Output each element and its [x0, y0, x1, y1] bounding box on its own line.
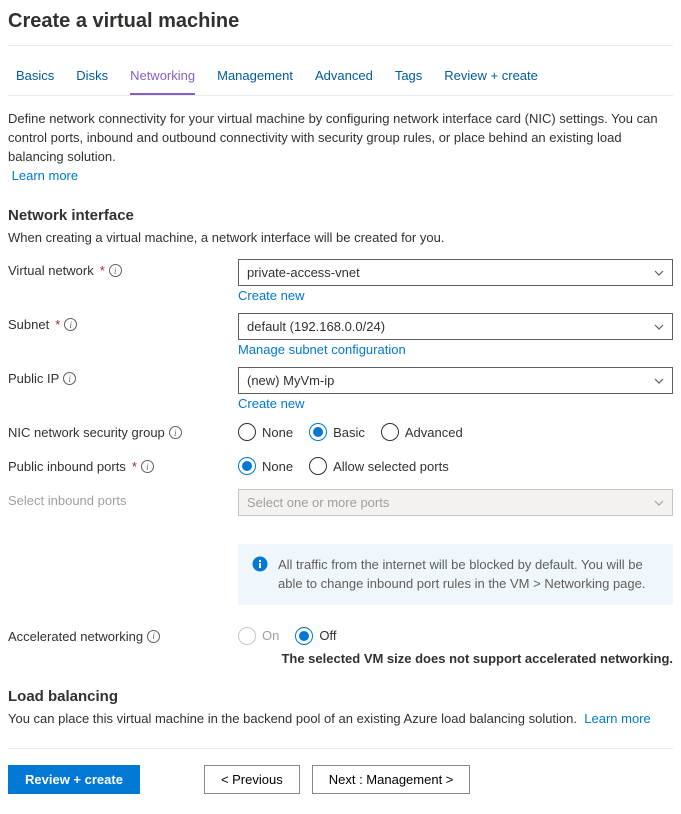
info-icon[interactable]: i: [109, 264, 122, 277]
virtual-network-select[interactable]: private-access-vnet: [238, 259, 673, 286]
accel-radio-off[interactable]: Off: [295, 627, 336, 645]
info-icon[interactable]: i: [147, 630, 160, 643]
required-star: *: [100, 263, 105, 278]
nsg-radio-none[interactable]: None: [238, 423, 293, 441]
public-ip-label: Public IP i: [8, 367, 238, 386]
required-star: *: [55, 317, 60, 332]
public-ip-select[interactable]: (new) MyVm-ip: [238, 367, 673, 394]
load-balancing-text: You can place this virtual machine in th…: [8, 711, 577, 726]
public-ip-value: (new) MyVm-ip: [247, 373, 334, 388]
select-ports-select: Select one or more ports: [238, 489, 673, 516]
previous-button[interactable]: < Previous: [204, 765, 300, 794]
radio-label: On: [262, 628, 279, 643]
nsg-radio-advanced[interactable]: Advanced: [381, 423, 463, 441]
tab-management[interactable]: Management: [217, 60, 293, 95]
required-star: *: [132, 459, 137, 474]
intro-body: Define network connectivity for your vir…: [8, 111, 658, 164]
info-icon[interactable]: i: [169, 426, 182, 439]
radio-label: Allow selected ports: [333, 459, 449, 474]
network-interface-heading: Network interface: [8, 207, 673, 224]
tab-disks[interactable]: Disks: [76, 60, 108, 95]
radio-label: Basic: [333, 425, 365, 440]
tab-networking[interactable]: Networking: [130, 60, 195, 95]
nsg-label-text: NIC network security group: [8, 425, 165, 440]
tab-review[interactable]: Review + create: [444, 60, 538, 95]
info-icon[interactable]: i: [64, 318, 77, 331]
radio-label: Advanced: [405, 425, 463, 440]
info-icon: [252, 556, 268, 572]
inbound-radio-none[interactable]: None: [238, 457, 293, 475]
manage-subnet-link[interactable]: Manage subnet configuration: [238, 342, 406, 357]
load-balancing-heading: Load balancing: [8, 688, 673, 705]
tab-strip: Basics Disks Networking Management Advan…: [8, 56, 673, 96]
virtual-network-create-new-link[interactable]: Create new: [238, 288, 304, 303]
accel-net-label: Accelerated networking i: [8, 625, 238, 644]
network-interface-sub: When creating a virtual machine, a netwo…: [8, 230, 673, 245]
info-icon[interactable]: i: [141, 460, 154, 473]
inbound-info-box: All traffic from the internet will be bl…: [238, 544, 673, 604]
subnet-select[interactable]: default (192.168.0.0/24): [238, 313, 673, 340]
tab-advanced[interactable]: Advanced: [315, 60, 373, 95]
select-ports-label-text: Select inbound ports: [8, 493, 127, 508]
footer-bar: Review + create < Previous Next : Manage…: [8, 748, 673, 794]
nsg-radio-group: None Basic Advanced: [238, 421, 673, 441]
public-ip-label-text: Public IP: [8, 371, 59, 386]
accel-net-label-text: Accelerated networking: [8, 629, 143, 644]
public-ip-create-new-link[interactable]: Create new: [238, 396, 304, 411]
load-balancing-learn-more-link[interactable]: Learn more: [584, 711, 650, 726]
review-create-button[interactable]: Review + create: [8, 765, 140, 794]
load-balancing-sub: You can place this virtual machine in th…: [8, 711, 673, 726]
intro-text: Define network connectivity for your vir…: [8, 96, 673, 191]
tab-basics[interactable]: Basics: [16, 60, 54, 95]
radio-label: None: [262, 459, 293, 474]
inbound-ports-label: Public inbound ports * i: [8, 455, 238, 474]
inbound-info-text: All traffic from the internet will be bl…: [278, 556, 659, 592]
subnet-value: default (192.168.0.0/24): [247, 319, 385, 334]
intro-learn-more-link[interactable]: Learn more: [12, 168, 78, 183]
accel-radio-on: On: [238, 627, 279, 645]
chevron-down-icon: [654, 376, 664, 386]
radio-label: Off: [319, 628, 336, 643]
subnet-label-text: Subnet: [8, 317, 49, 332]
inbound-ports-radio-group: None Allow selected ports: [238, 455, 673, 475]
nsg-label: NIC network security group i: [8, 421, 238, 440]
nsg-radio-basic[interactable]: Basic: [309, 423, 365, 441]
virtual-network-label-text: Virtual network: [8, 263, 94, 278]
inbound-radio-allow[interactable]: Allow selected ports: [309, 457, 449, 475]
page-title: Create a virtual machine: [8, 10, 673, 46]
subnet-label: Subnet * i: [8, 313, 238, 332]
radio-label: None: [262, 425, 293, 440]
next-button[interactable]: Next : Management >: [312, 765, 471, 794]
accel-net-note: The selected VM size does not support ac…: [238, 651, 673, 666]
chevron-down-icon: [654, 322, 664, 332]
accel-net-radio-group: On Off: [238, 625, 673, 645]
tab-tags[interactable]: Tags: [395, 60, 422, 95]
select-ports-label: Select inbound ports: [8, 489, 238, 508]
virtual-network-label: Virtual network * i: [8, 259, 238, 278]
info-icon[interactable]: i: [63, 372, 76, 385]
select-ports-placeholder: Select one or more ports: [247, 495, 389, 510]
virtual-network-value: private-access-vnet: [247, 265, 360, 280]
inbound-ports-label-text: Public inbound ports: [8, 459, 126, 474]
chevron-down-icon: [654, 498, 664, 508]
chevron-down-icon: [654, 268, 664, 278]
